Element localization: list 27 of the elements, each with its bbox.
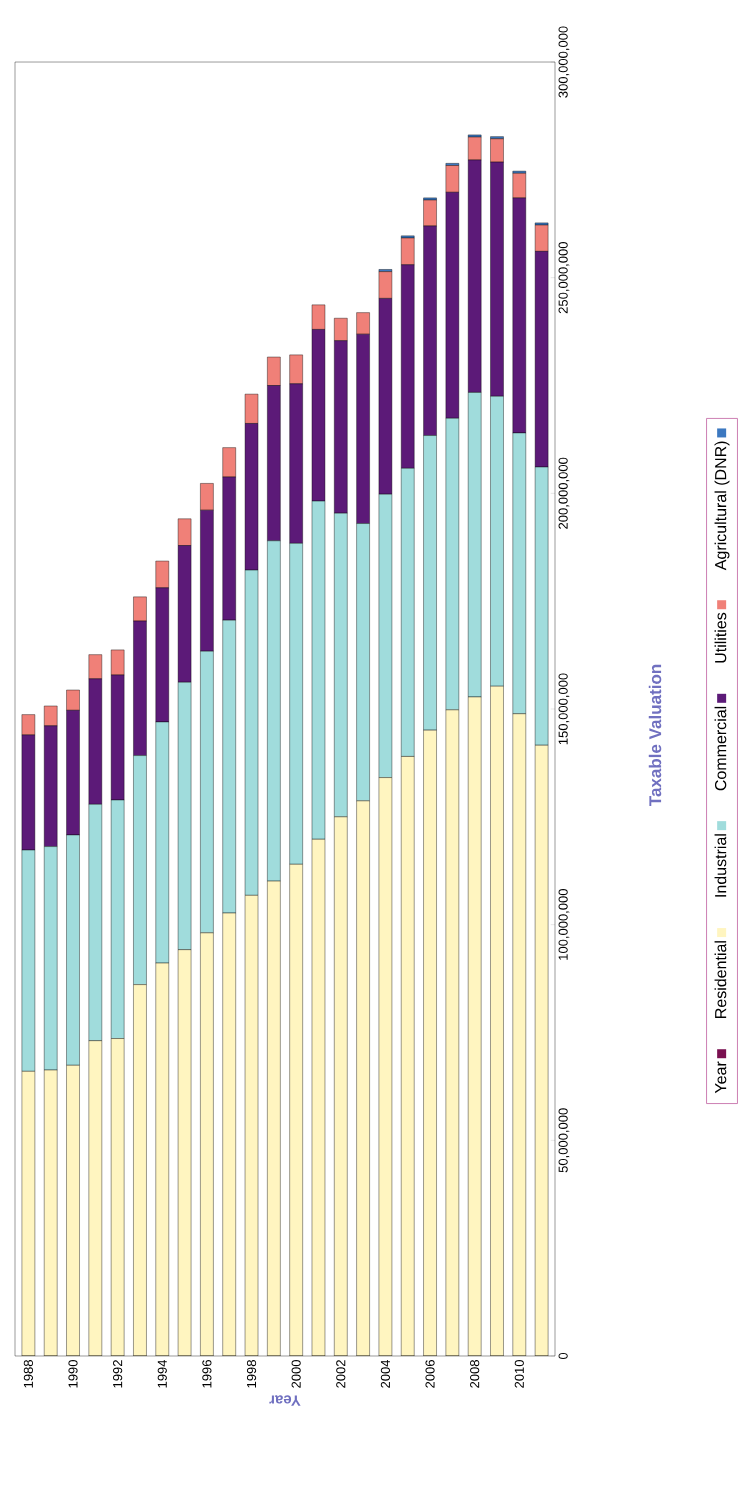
- legend-label: Residential: [714, 941, 727, 1018]
- y-tick-label: 0: [558, 1352, 568, 1360]
- x-tick-label: 1990: [68, 1360, 78, 1388]
- y-axis-title: Taxable Valuation: [648, 664, 662, 806]
- x-tick-label: 2002: [336, 1360, 346, 1388]
- x-tick-label: 1998: [246, 1360, 257, 1388]
- y-tick-label: 250,000,000: [558, 242, 570, 314]
- x-tick-label: 2008: [470, 1360, 480, 1388]
- y-tick-label: 200,000,000: [558, 457, 570, 529]
- x-tick-label: 2004: [380, 1359, 391, 1388]
- y-tick-label: 150,000,000: [558, 673, 570, 745]
- y-tick-label: 300,000,000: [558, 26, 570, 98]
- y-tick-label: 50,000,000: [558, 1108, 570, 1173]
- x-tick-label: 2006: [425, 1360, 435, 1388]
- x-tick-label: 1996: [202, 1360, 212, 1388]
- legend-label: Year: [715, 1061, 727, 1094]
- x-tick-label: 2010: [514, 1360, 524, 1388]
- x-tick-label: 2000: [291, 1360, 301, 1388]
- legend-label: Utilities: [714, 612, 727, 663]
- x-tick-label: 1994: [157, 1359, 167, 1388]
- y-tick-label: 100,000,000: [558, 889, 570, 960]
- x-tick-label: 1992: [113, 1360, 123, 1388]
- legend-label: Industrial: [714, 834, 727, 897]
- x-tick-label: 1988: [23, 1360, 33, 1388]
- legend-label: Commercial: [714, 706, 727, 791]
- legend-label: Agricultural (DNR): [714, 441, 730, 571]
- x-axis-title: Year: [269, 1395, 301, 1406]
